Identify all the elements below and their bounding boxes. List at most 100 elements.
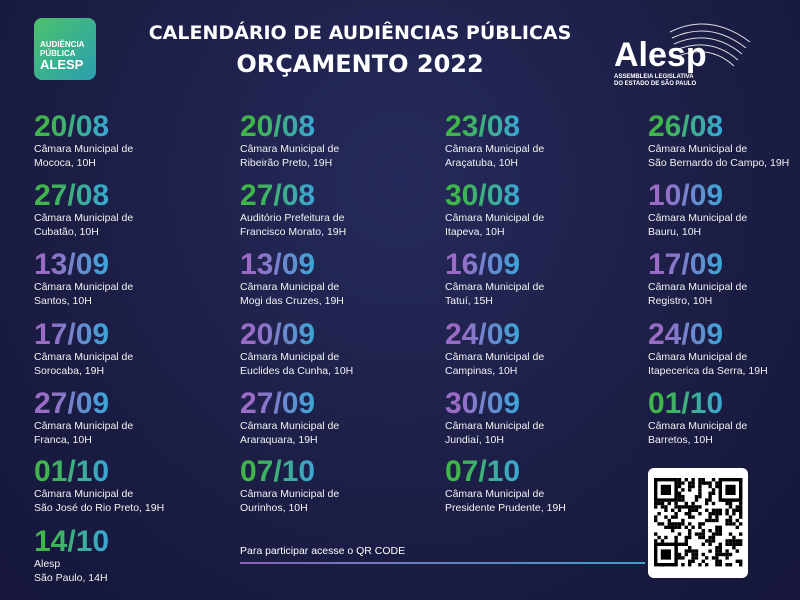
qr-module — [698, 512, 702, 516]
qr-module — [688, 535, 692, 540]
qr-module — [735, 508, 739, 512]
qr-module — [667, 525, 671, 529]
qr-module — [660, 539, 665, 543]
event-line: Câmara Municipal de — [34, 212, 134, 224]
qr-module — [684, 501, 688, 506]
qr-module — [732, 508, 736, 512]
qr-pattern — [654, 478, 743, 567]
qr-module — [677, 522, 682, 526]
event-line: Mococa, 10H — [34, 157, 96, 169]
event-date: 24/09 — [648, 318, 724, 351]
qr-module — [694, 495, 699, 499]
qr-module — [677, 556, 682, 560]
qr-module — [715, 484, 719, 489]
event-line: Câmara Municipal de — [34, 281, 134, 293]
qr-module — [735, 549, 739, 553]
event: 23/08 Câmara Municipal de Araçatuba, 10H — [445, 112, 645, 170]
qr-module — [688, 512, 692, 516]
qr-module — [694, 505, 699, 509]
qr-module — [688, 532, 692, 536]
qr-module — [732, 542, 736, 546]
qr-module — [705, 563, 709, 567]
qr-module — [708, 518, 712, 523]
qr-module — [681, 498, 685, 502]
qr-module — [728, 505, 733, 509]
event-date: 23/08 — [445, 110, 521, 143]
qr-module — [711, 539, 716, 543]
event-line: Araraquara, 19H — [240, 434, 318, 446]
event: 13/09 Câmara Municipal de Mogi das Cruzes,… — [240, 250, 440, 308]
qr-module — [715, 563, 719, 567]
qr-module — [698, 532, 702, 536]
event-line: Câmara Municipal de — [648, 281, 748, 293]
qr-module — [705, 501, 709, 506]
qr-module — [701, 552, 705, 557]
qr-module — [708, 495, 712, 499]
qr-module — [725, 518, 729, 523]
qr-module — [660, 522, 665, 526]
qr-module — [739, 539, 743, 543]
qr-module — [711, 512, 716, 516]
event: 10/09 Câmara Municipal de Bauru, 10H — [648, 181, 800, 239]
event: 14/10 Alesp São Paulo, 14H — [34, 527, 234, 585]
qr-module — [674, 501, 678, 506]
qr-module — [708, 539, 712, 543]
event: 17/09 Câmara Municipal de Sorocaba, 19H — [34, 320, 234, 378]
qr-module — [711, 535, 716, 540]
qr-module — [654, 532, 658, 536]
qr-module — [660, 505, 665, 509]
qr-module — [715, 552, 719, 557]
event-line: Euclides da Cunha, 10H — [240, 365, 354, 377]
event-line: Francisco Morato, 19H — [240, 226, 347, 238]
qr-module — [671, 515, 675, 519]
event: 27/09 Câmara Municipal de Araraquara, 19H — [240, 389, 440, 447]
event: 20/08 Câmara Municipal de Ribeirão Preto, … — [240, 112, 440, 170]
qr-module — [681, 518, 685, 523]
qr-module — [728, 515, 733, 519]
qr-module — [725, 484, 736, 495]
qr-module — [718, 508, 722, 512]
qr-module — [701, 522, 705, 526]
qr-module — [691, 505, 695, 509]
qr-module — [718, 529, 722, 533]
qr-module — [739, 532, 743, 536]
qr-module — [728, 552, 733, 557]
qr-module — [725, 556, 729, 560]
qr-module — [711, 478, 716, 482]
event-line: Câmara Municipal de — [34, 143, 134, 155]
qr-module — [657, 512, 661, 516]
qr-module — [708, 529, 712, 533]
qr-module — [711, 508, 716, 512]
qr-module — [667, 501, 671, 506]
logo-alesp-graphic — [669, 23, 751, 67]
qr-module — [739, 515, 743, 519]
qr-module — [715, 559, 719, 563]
qr-module — [677, 478, 682, 482]
event: 24/09 Câmara Municipal de Campinas, 10H — [445, 320, 645, 378]
event-line: Câmara Municipal de — [445, 212, 545, 224]
qr-module — [715, 529, 719, 533]
qr-module — [681, 522, 685, 526]
logo-text: ALESP — [40, 57, 84, 72]
event-date: 10/09 — [648, 179, 724, 212]
qr-module — [725, 508, 729, 512]
qr-module — [694, 549, 699, 553]
event-line: Câmara Municipal de — [445, 143, 545, 155]
event-line: Registro, 10H — [648, 295, 713, 307]
qr-module — [684, 478, 688, 482]
event-line: Câmara Municipal de — [648, 212, 748, 224]
qr-module — [722, 552, 726, 557]
event-date: 16/09 — [445, 248, 521, 281]
qr-module — [701, 559, 705, 563]
qr-module — [728, 539, 733, 543]
qr-module — [725, 522, 729, 526]
qr-module — [681, 488, 685, 492]
event: 13/09 Câmara Municipal de Santos, 10H — [34, 250, 234, 308]
qr-module — [684, 549, 688, 553]
qr-module — [725, 542, 729, 546]
qr-module — [715, 556, 719, 560]
event-line: Tatuí, 15H — [445, 295, 493, 307]
qr-module — [701, 542, 705, 546]
qr-module — [739, 542, 743, 546]
event-date: 14/10 — [34, 525, 110, 558]
